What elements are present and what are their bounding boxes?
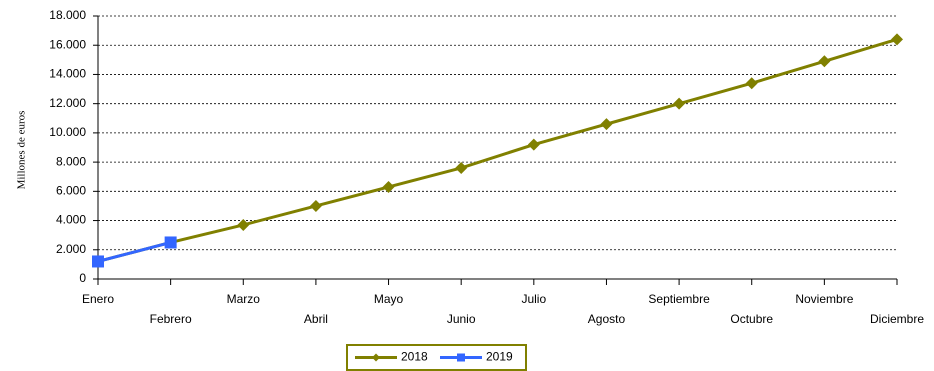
y-tick-label: 6.000 [56,184,86,198]
x-tick-label: Enero [82,292,114,306]
y-tick-label: 14.000 [49,67,86,81]
x-tick-label: Marzo [227,292,261,306]
legend-label: 2018 [401,350,428,364]
x-tick-label: Junio [447,312,476,326]
x-tick-label: Septiembre [648,292,710,306]
marker [745,77,758,90]
legend-marker [372,353,380,362]
y-tick-label: 4.000 [56,213,86,227]
x-tick-label: Abril [304,312,328,326]
x-tick-label: Mayo [374,292,404,306]
legend-label: 2019 [486,350,513,364]
x-tick-label: Octubre [730,312,773,326]
marker [309,199,322,212]
x-tick-label: Diciembre [870,312,924,326]
x-tick-label: Noviembre [795,292,853,306]
y-tick-label: 2.000 [56,242,86,256]
legend-marker [457,353,465,362]
y-tick-label: 12.000 [49,96,86,110]
y-tick-label: 18.000 [49,8,86,22]
marker [382,180,395,193]
x-tick-label: Agosto [588,312,626,326]
x-tick-label: Julio [521,292,546,306]
y-tick-label: 10.000 [49,125,86,139]
marker [527,138,540,151]
marker [891,33,903,46]
marker [818,55,831,68]
marker [600,118,613,131]
y-tick-label: 8.000 [56,154,86,168]
y-tick-label: 16.000 [49,37,86,51]
series-line [97,241,172,263]
y-axis-label: Millones de euros [16,111,28,190]
marker [673,97,686,110]
marker [92,255,104,268]
marker [164,236,177,249]
x-tick-label: Febrero [150,312,192,326]
y-tick-label: 0 [79,271,86,285]
marker [237,218,250,231]
series-line [97,37,898,263]
marker [455,161,468,174]
